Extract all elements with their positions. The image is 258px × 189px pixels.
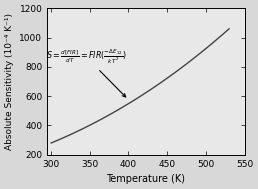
Y-axis label: Absolute Sensitivity (10⁻⁴ K⁻¹): Absolute Sensitivity (10⁻⁴ K⁻¹) xyxy=(5,13,14,150)
X-axis label: Temperature (K): Temperature (K) xyxy=(106,174,186,184)
Text: $\mathit{S = \frac{d[FIR]}{dT} = FIR(\frac{-\Delta E_{12}}{kT^2})}$: $\mathit{S = \frac{d[FIR]}{dT} = FIR(\fr… xyxy=(46,47,126,97)
